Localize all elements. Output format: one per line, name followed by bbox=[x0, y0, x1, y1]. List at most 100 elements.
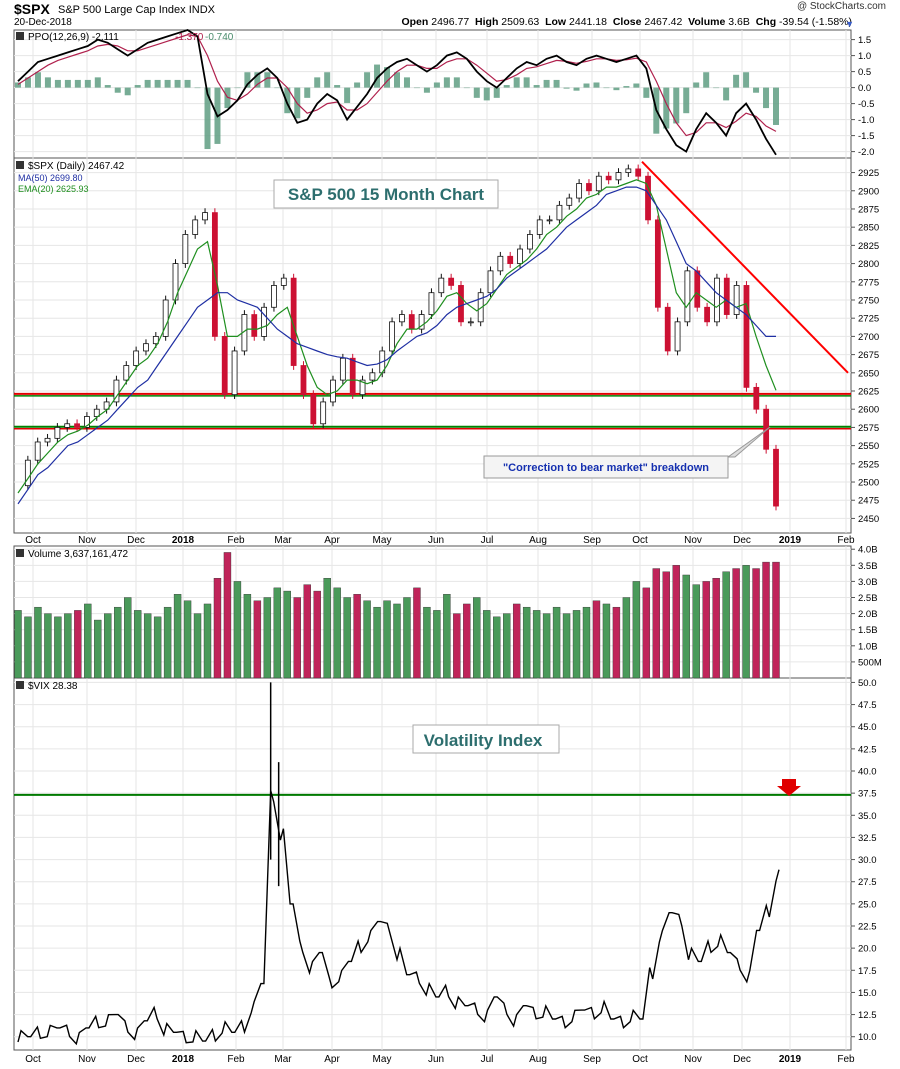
y-tick-label: 2875 bbox=[858, 204, 879, 215]
ppo-histogram-bar bbox=[523, 77, 530, 88]
price-candle bbox=[103, 401, 110, 410]
ppo-histogram-bar bbox=[423, 87, 430, 93]
ppo-histogram-bar bbox=[174, 79, 181, 88]
volume-bar bbox=[54, 616, 62, 679]
x-tick-label: Dec bbox=[733, 1054, 751, 1065]
price-candle bbox=[576, 183, 583, 199]
ppo-histogram-bar bbox=[64, 79, 71, 88]
volume-bar bbox=[453, 613, 461, 679]
ppo-histogram-bar bbox=[284, 87, 291, 114]
volume-bar bbox=[243, 594, 252, 679]
y-tick-label: 45.0 bbox=[858, 722, 877, 733]
volume-bar bbox=[443, 594, 451, 679]
price-candle bbox=[704, 306, 710, 323]
volume-bar bbox=[14, 610, 22, 679]
y-tick-label: 2650 bbox=[858, 368, 879, 379]
price-candle bbox=[389, 321, 395, 352]
ppo-histogram-bar bbox=[403, 77, 410, 88]
volume-bar bbox=[94, 619, 102, 679]
chg-label: Chg bbox=[755, 16, 777, 28]
ppo-histogram-bar bbox=[154, 79, 161, 88]
price-candle bbox=[556, 204, 563, 221]
volume-bar bbox=[233, 581, 242, 679]
price-candle bbox=[221, 335, 228, 396]
ppo-histogram-bar bbox=[324, 72, 331, 88]
volume-bar bbox=[153, 616, 162, 679]
ohlc-summary: Open 2496.77 High 2509.63 Low 2441.18 Cl… bbox=[401, 16, 852, 28]
y-tick-label: 32.5 bbox=[858, 833, 877, 844]
x-tick-label: Feb bbox=[837, 535, 855, 546]
close-label: Close bbox=[612, 16, 642, 28]
x-tick-label: Nov bbox=[684, 1054, 702, 1065]
volume-bar bbox=[592, 600, 601, 679]
x-tick-label: Feb bbox=[227, 1054, 245, 1065]
price-candle bbox=[546, 219, 553, 222]
volume-bar bbox=[642, 587, 651, 679]
volume-bar bbox=[313, 590, 321, 679]
ppo-histogram-bar bbox=[713, 87, 720, 89]
chart-header: $SPX S&P 500 Large Cap Index INDX 20-Dec… bbox=[0, 0, 900, 30]
chevron-down-icon[interactable]: ▼ bbox=[845, 19, 854, 29]
volume-bar bbox=[253, 600, 262, 679]
volume-bar bbox=[612, 606, 621, 679]
spx-legend-marker bbox=[16, 161, 24, 169]
price-candle bbox=[517, 248, 523, 264]
ppo-histogram-bar bbox=[693, 82, 700, 88]
y-tick-label: 2575 bbox=[858, 423, 879, 434]
volume-bar bbox=[173, 594, 182, 679]
volume-bar bbox=[622, 597, 631, 679]
price-candle bbox=[743, 285, 750, 388]
price-candle bbox=[733, 285, 740, 315]
price-candle bbox=[694, 270, 701, 308]
vix-annotation: Volatility Index bbox=[424, 731, 543, 750]
x-tick-label: 2019 bbox=[779, 1054, 802, 1065]
y-tick-label: 50.0 bbox=[858, 678, 877, 689]
x-tick-label: May bbox=[373, 1054, 392, 1065]
ma50-line bbox=[17, 186, 776, 505]
volume-bar bbox=[522, 606, 531, 679]
y-tick-label: 0.5 bbox=[858, 67, 871, 78]
ppo-histogram-bar bbox=[673, 87, 680, 124]
x-tick-label: Oct bbox=[25, 535, 41, 546]
y-tick-label: 35.0 bbox=[858, 811, 877, 822]
ppo-histogram-bar bbox=[344, 87, 351, 103]
price-candle bbox=[93, 408, 100, 417]
ppo-histogram-bar bbox=[104, 85, 111, 88]
ppo-histogram-bar bbox=[314, 77, 321, 88]
volume-bar bbox=[84, 603, 92, 679]
volume-bar bbox=[24, 616, 32, 679]
price-candle bbox=[595, 175, 602, 192]
y-tick-label: 40.0 bbox=[858, 767, 877, 778]
ppo-histogram-bar bbox=[453, 77, 460, 88]
y-tick-label: 3.0B bbox=[858, 577, 878, 588]
y-tick-label: 2925 bbox=[858, 168, 879, 179]
ppo-legend-marker bbox=[16, 32, 24, 40]
ppo-histogram-bar bbox=[164, 79, 171, 88]
price-candle bbox=[251, 314, 258, 337]
volume-value: 3.6B bbox=[728, 16, 750, 28]
volume-bar bbox=[572, 610, 581, 679]
x-tick-label: Oct bbox=[632, 1054, 648, 1065]
y-tick-label: 500M bbox=[858, 657, 882, 668]
y-tick-label: 22.5 bbox=[858, 922, 877, 933]
price-candle bbox=[330, 379, 336, 403]
volume-bar bbox=[34, 606, 42, 679]
x-tick-label: Dec bbox=[733, 535, 751, 546]
price-candle bbox=[408, 314, 415, 330]
panel-frame-ppo bbox=[13, 29, 852, 159]
x-tick-label: Dec bbox=[127, 535, 145, 546]
arrow-down-icon bbox=[777, 779, 801, 796]
x-tick-label: Aug bbox=[529, 1054, 547, 1065]
price-candle bbox=[635, 168, 642, 177]
x-tick-label: Sep bbox=[583, 535, 601, 546]
y-tick-label: 2750 bbox=[858, 295, 879, 306]
ppo-histogram-bar bbox=[374, 64, 381, 88]
ppo-histogram-bar bbox=[553, 79, 560, 88]
y-tick-label: 1.5 bbox=[858, 35, 871, 46]
vix-legend: $VIX 28.38 bbox=[28, 681, 78, 692]
x-tick-label: Jun bbox=[428, 1054, 444, 1065]
x-tick-label: Feb bbox=[837, 1054, 855, 1065]
y-tick-label: 2500 bbox=[858, 478, 879, 489]
ppo-histogram-bar bbox=[663, 87, 670, 129]
